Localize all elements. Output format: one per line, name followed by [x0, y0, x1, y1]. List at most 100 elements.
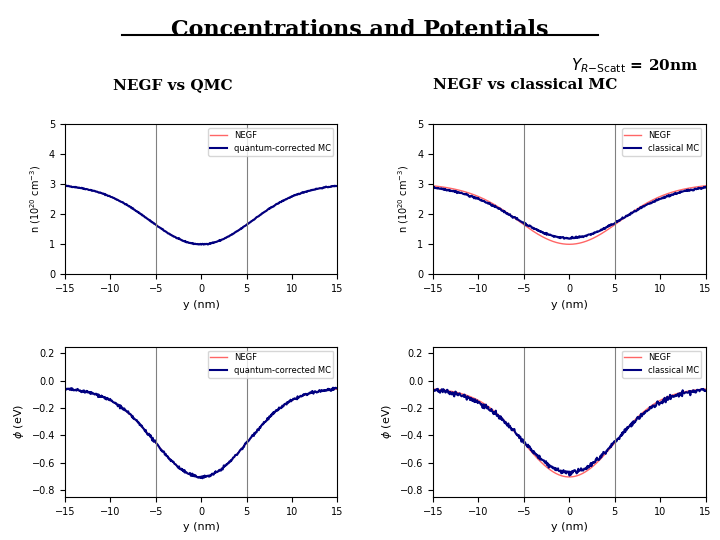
NEGF	[223, 461, 232, 467]
classical MC	[696, 387, 704, 393]
quantum-corrected MC	[191, 241, 199, 247]
classical MC	[560, 235, 569, 242]
Line: NEGF: NEGF	[65, 389, 338, 477]
NEGF	[559, 473, 568, 480]
classical MC	[559, 234, 567, 240]
NEGF	[223, 234, 232, 240]
quantum-corrected MC	[60, 183, 69, 189]
classical MC	[592, 457, 600, 463]
NEGF	[696, 386, 704, 393]
classical MC	[701, 388, 710, 394]
classical MC	[577, 233, 586, 240]
Text: Concentrations and Potentials: Concentrations and Potentials	[171, 19, 549, 41]
classical MC	[428, 184, 437, 190]
NEGF	[701, 386, 710, 392]
Legend: NEGF, quantum-corrected MC: NEGF, quantum-corrected MC	[208, 350, 333, 378]
classical MC	[653, 398, 662, 404]
classical MC	[428, 386, 437, 392]
classical MC	[592, 229, 600, 235]
classical MC	[653, 197, 662, 203]
NEGF	[701, 183, 710, 189]
NEGF	[577, 471, 585, 477]
quantum-corrected MC	[209, 470, 217, 477]
NEGF	[60, 183, 69, 189]
NEGF	[333, 183, 342, 189]
Line: classical MC: classical MC	[433, 187, 706, 239]
X-axis label: y (nm): y (nm)	[551, 522, 588, 532]
quantum-corrected MC	[333, 386, 342, 392]
NEGF	[197, 474, 205, 480]
NEGF	[558, 240, 567, 247]
quantum-corrected MC	[284, 398, 293, 404]
classical MC	[577, 467, 586, 474]
quantum-corrected MC	[197, 241, 206, 248]
NEGF	[564, 474, 573, 480]
NEGF	[209, 240, 217, 246]
classical MC	[560, 469, 569, 476]
quantum-corrected MC	[333, 183, 342, 190]
NEGF	[192, 241, 200, 247]
quantum-corrected MC	[329, 384, 338, 391]
NEGF	[333, 386, 342, 392]
NEGF	[591, 234, 600, 240]
classical MC	[701, 184, 710, 191]
NEGF	[190, 240, 199, 247]
Line: classical MC: classical MC	[433, 389, 706, 476]
Line: NEGF: NEGF	[433, 389, 706, 477]
NEGF	[192, 473, 200, 480]
Line: quantum-corrected MC: quantum-corrected MC	[65, 388, 338, 478]
quantum-corrected MC	[60, 385, 69, 392]
NEGF	[564, 241, 573, 247]
classical MC	[564, 235, 573, 242]
Legend: NEGF, classical MC: NEGF, classical MC	[622, 129, 701, 156]
X-axis label: y (nm): y (nm)	[183, 300, 220, 310]
NEGF	[559, 241, 568, 247]
Text: NEGF vs classical MC: NEGF vs classical MC	[433, 78, 618, 92]
Text: NEGF vs QMC: NEGF vs QMC	[113, 78, 233, 92]
quantum-corrected MC	[224, 233, 233, 240]
quantum-corrected MC	[192, 474, 200, 480]
Y-axis label: n ($10^{20}$ cm$^{-3}$): n ($10^{20}$ cm$^{-3}$)	[29, 165, 43, 233]
classical MC	[696, 185, 704, 191]
quantum-corrected MC	[62, 183, 71, 189]
NEGF	[190, 473, 199, 480]
Y-axis label: n ($10^{20}$ cm$^{-3}$): n ($10^{20}$ cm$^{-3}$)	[397, 165, 411, 233]
NEGF	[197, 241, 205, 247]
NEGF	[428, 183, 437, 189]
Line: quantum-corrected MC: quantum-corrected MC	[65, 186, 338, 245]
quantum-corrected MC	[209, 239, 217, 246]
NEGF	[577, 240, 585, 246]
quantum-corrected MC	[198, 475, 207, 482]
NEGF	[652, 399, 661, 406]
Legend: NEGF, quantum-corrected MC: NEGF, quantum-corrected MC	[208, 129, 333, 156]
quantum-corrected MC	[190, 473, 199, 480]
NEGF	[327, 386, 336, 393]
NEGF	[652, 194, 661, 201]
quantum-corrected MC	[285, 195, 294, 201]
X-axis label: y (nm): y (nm)	[183, 522, 220, 532]
NEGF	[284, 399, 293, 406]
Line: NEGF: NEGF	[65, 186, 338, 244]
quantum-corrected MC	[192, 241, 201, 247]
Y-axis label: $\phi$ (eV): $\phi$ (eV)	[380, 404, 394, 439]
classical MC	[559, 468, 567, 474]
Text: $Y_{R\mathrm{-Scatt}}$ = 20nm: $Y_{R\mathrm{-Scatt}}$ = 20nm	[571, 57, 698, 76]
NEGF	[209, 471, 217, 477]
quantum-corrected MC	[223, 460, 232, 467]
X-axis label: y (nm): y (nm)	[551, 300, 588, 310]
NEGF	[428, 386, 437, 392]
Line: NEGF: NEGF	[433, 186, 706, 244]
classical MC	[565, 472, 574, 479]
NEGF	[591, 461, 600, 467]
NEGF	[696, 183, 704, 190]
Legend: NEGF, classical MC: NEGF, classical MC	[622, 350, 701, 378]
NEGF	[284, 194, 293, 201]
Y-axis label: $\phi$ (eV): $\phi$ (eV)	[12, 404, 26, 439]
NEGF	[327, 183, 336, 190]
NEGF	[558, 473, 567, 480]
quantum-corrected MC	[327, 387, 336, 394]
classical MC	[433, 386, 442, 392]
classical MC	[429, 184, 438, 190]
quantum-corrected MC	[328, 183, 336, 190]
NEGF	[60, 386, 69, 392]
